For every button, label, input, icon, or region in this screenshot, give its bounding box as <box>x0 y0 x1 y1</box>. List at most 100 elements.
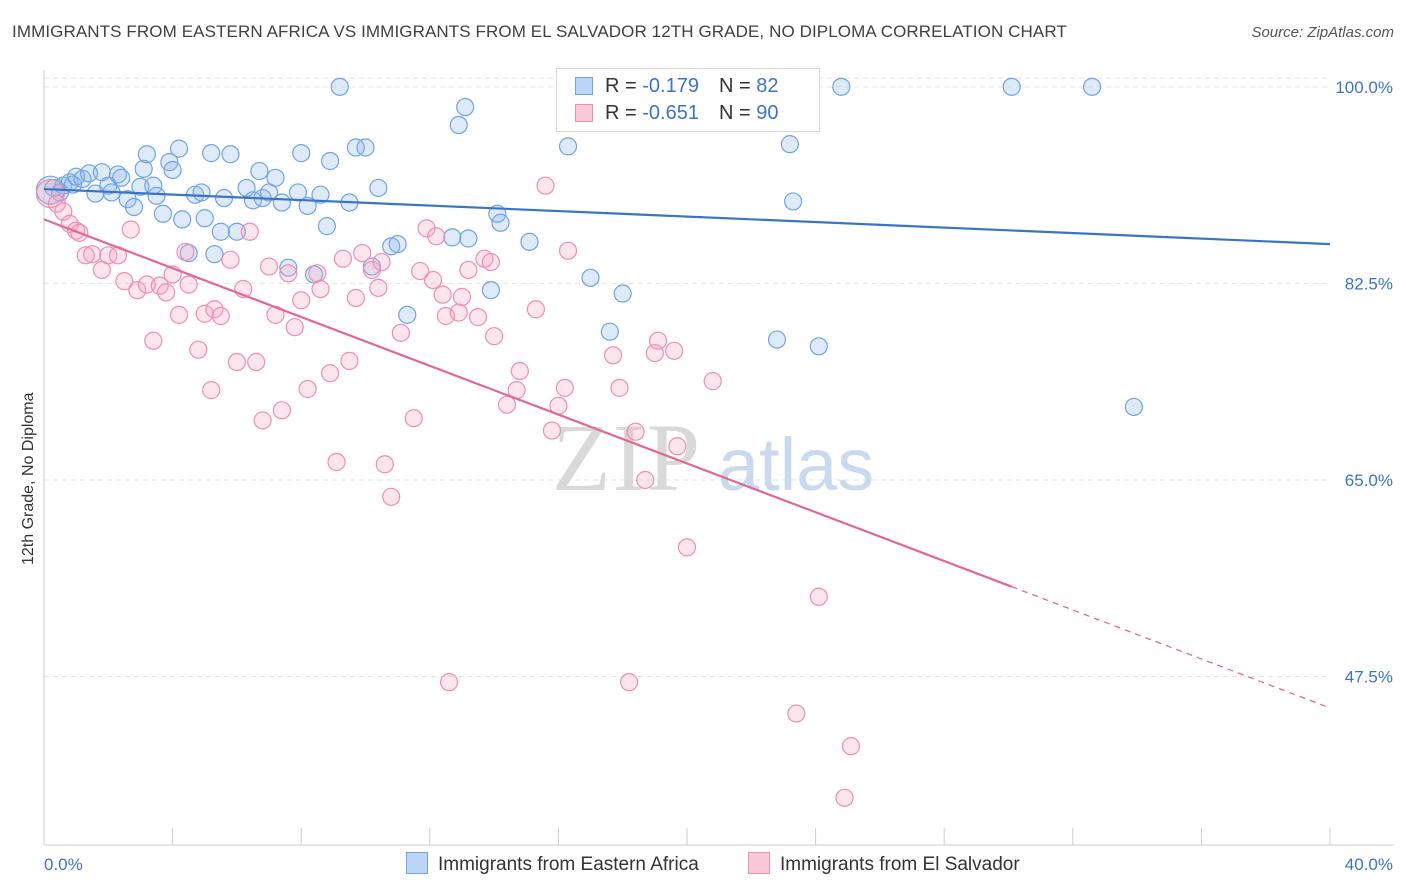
data-point <box>221 145 240 164</box>
data-point <box>665 341 684 360</box>
data-point <box>636 470 655 490</box>
data-point <box>620 673 639 692</box>
data-point <box>192 183 211 202</box>
series-legend-el-salvador: Immigrants from El Salvador <box>748 852 1020 878</box>
data-point <box>780 135 799 154</box>
data-point <box>832 77 851 96</box>
legend-n-label: N = <box>718 75 757 97</box>
data-point <box>124 197 144 217</box>
data-point <box>272 401 292 420</box>
data-point <box>610 378 629 397</box>
data-point <box>153 204 173 223</box>
data-point <box>456 97 475 117</box>
data-point <box>298 196 317 216</box>
data-point <box>767 330 787 349</box>
data-point <box>626 422 645 441</box>
data-point <box>526 300 545 319</box>
data-point <box>169 139 189 158</box>
data-point <box>144 331 163 350</box>
legend-swatch-pink <box>575 104 593 122</box>
data-point <box>375 455 394 474</box>
data-point <box>388 234 407 254</box>
data-point <box>327 452 346 472</box>
data-point <box>427 227 446 246</box>
data-point <box>321 151 340 171</box>
data-point <box>485 327 504 346</box>
y-tick-label: 100.0% <box>1335 78 1393 97</box>
data-point <box>481 252 500 272</box>
legend-r-value: -0.179 <box>642 75 699 97</box>
axes <box>43 70 1394 846</box>
data-point <box>279 258 298 277</box>
data-point <box>298 379 317 399</box>
data-point <box>266 168 285 187</box>
data-point <box>340 351 359 371</box>
data-point <box>677 538 697 557</box>
legend-n-label: N = <box>718 102 757 124</box>
data-point <box>459 260 478 280</box>
data-point <box>491 213 510 232</box>
data-point <box>311 279 330 299</box>
data-point <box>356 138 375 157</box>
data-point <box>317 217 337 236</box>
data-point <box>205 245 224 264</box>
data-point <box>330 77 349 96</box>
legend-r-label: R = <box>605 102 643 124</box>
data-point <box>157 283 176 302</box>
data-point <box>555 378 574 397</box>
data-point <box>83 245 102 264</box>
data-point <box>600 322 619 341</box>
data-point <box>115 272 134 291</box>
data-point <box>137 275 156 294</box>
trend-line-0 <box>43 187 1331 246</box>
data-point <box>459 229 478 248</box>
data-point <box>449 303 468 322</box>
data-point <box>668 437 687 456</box>
data-point <box>99 246 118 265</box>
data-point <box>163 160 182 180</box>
data-point <box>147 186 166 205</box>
correlation-legend: R = -0.179 N = 82 R = -0.651 N = 90 <box>556 68 820 132</box>
data-point <box>179 275 198 294</box>
data-point <box>1124 397 1143 417</box>
data-point <box>240 222 259 241</box>
y-tick-label: 65.0% <box>1345 471 1393 490</box>
data-point <box>452 287 472 306</box>
data-point <box>253 411 272 430</box>
trend-line-1 <box>43 218 1013 588</box>
data-point <box>321 364 340 383</box>
data-point <box>137 145 156 164</box>
chart-source: Source: ZipAtlas.com <box>1251 24 1394 41</box>
x-tick-label-min: 0.0% <box>44 855 83 874</box>
data-point <box>481 281 500 300</box>
data-point <box>369 278 388 297</box>
data-point <box>285 318 304 337</box>
data-point <box>398 305 417 324</box>
data-point <box>227 352 246 372</box>
series-points-0 <box>35 77 1143 417</box>
data-point <box>195 209 214 228</box>
data-point <box>542 421 562 440</box>
data-point <box>346 138 365 157</box>
data-point <box>449 115 468 135</box>
data-point <box>211 222 230 241</box>
data-point <box>404 409 423 428</box>
data-point <box>353 243 372 263</box>
legend-row-el-salvador: R = -0.651 N = 90 <box>575 102 778 126</box>
data-point <box>443 228 462 247</box>
data-point <box>259 257 279 276</box>
data-point <box>1002 77 1021 96</box>
legend-n-value: 90 <box>756 102 779 124</box>
data-point <box>247 352 266 372</box>
legend-row-eastern-africa: R = -0.179 N = 82 <box>575 75 778 99</box>
data-point <box>603 346 623 365</box>
data-point <box>703 372 722 391</box>
data-point <box>227 222 246 241</box>
data-point <box>35 178 66 209</box>
trend-lines <box>43 187 1331 709</box>
data-point <box>382 487 401 506</box>
data-point <box>108 165 128 184</box>
y-axis-label: 12th Grade, No Diploma <box>20 392 37 565</box>
data-point <box>202 144 221 163</box>
data-point <box>783 192 803 211</box>
